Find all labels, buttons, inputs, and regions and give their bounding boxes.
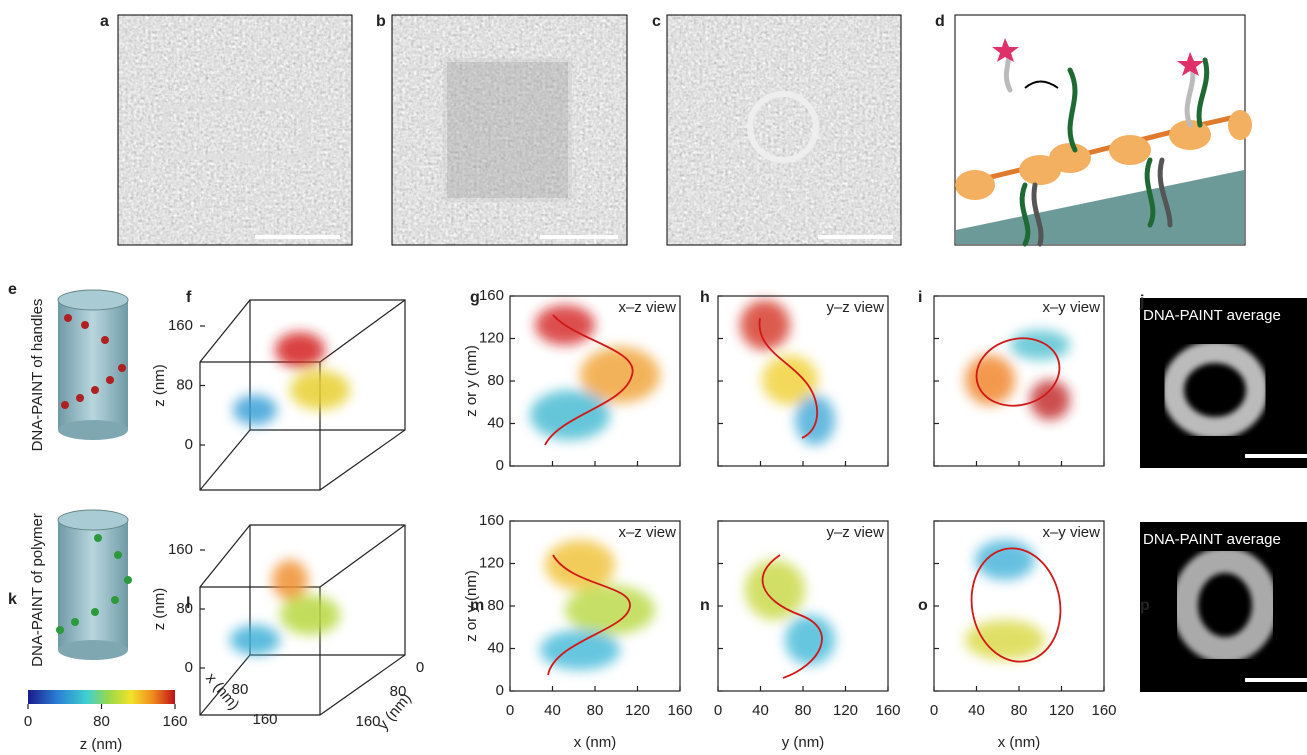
x-tick-label: 120 bbox=[1049, 702, 1074, 719]
colorbar-tick-label: 0 bbox=[24, 713, 32, 730]
z-axis-label: z (nm) bbox=[151, 588, 168, 631]
colorbar bbox=[28, 690, 175, 704]
figure: abcdefghijklmnopDNA-PAINT of handlesDNA-… bbox=[0, 0, 1307, 755]
x-axis-label: x (nm) bbox=[574, 734, 617, 751]
view-label: x–z view bbox=[618, 524, 676, 541]
y-tick-label: 40 bbox=[487, 639, 504, 656]
colorbar-tick-label: 160 bbox=[162, 713, 187, 730]
y-tick-label: 120 bbox=[479, 554, 504, 571]
cylinder-k bbox=[56, 510, 132, 660]
view-label: x–y view bbox=[1042, 299, 1100, 316]
image-caption: DNA-PAINT average bbox=[1143, 531, 1281, 548]
image-caption: DNA-PAINT average bbox=[1143, 307, 1281, 324]
panel-label: b bbox=[376, 13, 386, 30]
panel-label: e bbox=[8, 281, 17, 298]
z-axis-label: z (nm) bbox=[151, 364, 168, 407]
view-label: x–z view bbox=[618, 299, 676, 316]
panel-label: k bbox=[8, 591, 17, 608]
panel-label: c bbox=[652, 13, 661, 30]
x-tick-label: 80 bbox=[1011, 702, 1028, 719]
em-image-a bbox=[118, 15, 352, 245]
y-axis-label: z or y (nm) bbox=[463, 570, 480, 642]
x-axis-label: x (nm) bbox=[998, 734, 1041, 751]
y-tick-label: 80 bbox=[487, 372, 504, 389]
z-tick-label: 0 bbox=[185, 436, 193, 453]
panel-label: f bbox=[186, 289, 192, 306]
x-tick-label: 40 bbox=[968, 702, 985, 719]
panel-label: h bbox=[700, 289, 710, 306]
plot-frame bbox=[718, 521, 888, 691]
x-tick-label: 160 bbox=[667, 702, 692, 719]
panel-label: i bbox=[918, 289, 922, 306]
x-axis-label: y (nm) bbox=[782, 734, 825, 751]
x-tick-label: 160 bbox=[252, 711, 277, 728]
x-tick-label: 40 bbox=[544, 702, 561, 719]
em-image-b bbox=[392, 15, 627, 245]
side-label: DNA-PAINT of handles bbox=[29, 299, 46, 452]
colorbar-label: z (nm) bbox=[80, 736, 123, 753]
z-tick-label: 80 bbox=[176, 376, 193, 393]
x-tick-label: 0 bbox=[930, 702, 938, 719]
panel-label: p bbox=[1140, 597, 1150, 614]
x-tick-label: 120 bbox=[625, 702, 650, 719]
z-tick-label: 160 bbox=[168, 541, 193, 558]
panel-label: a bbox=[100, 13, 109, 30]
cylinder-e bbox=[58, 290, 128, 440]
z-tick-label: 80 bbox=[176, 600, 193, 617]
cube-clouds bbox=[230, 332, 350, 655]
x-tick-label: 160 bbox=[875, 702, 900, 719]
x-tick-label: 0 bbox=[714, 702, 722, 719]
view-label: x–y view bbox=[1042, 524, 1100, 541]
y-tick-label: 160 bbox=[479, 287, 504, 304]
z-tick-label: 160 bbox=[168, 317, 193, 334]
panel-label: n bbox=[700, 597, 710, 614]
view-label: y–z view bbox=[826, 299, 884, 316]
x-tick-label: 80 bbox=[795, 702, 812, 719]
y-axis-label: z or y (nm) bbox=[463, 345, 480, 417]
panel-label: d bbox=[935, 13, 945, 30]
panel-label: o bbox=[918, 597, 928, 614]
y-tick-label: 80 bbox=[487, 597, 504, 614]
em-image-c bbox=[667, 15, 901, 245]
x-tick-label: 160 bbox=[1091, 702, 1116, 719]
y-tick-label: 0 bbox=[496, 457, 504, 474]
plot-frame bbox=[934, 296, 1104, 466]
y-tick-label: 0 bbox=[496, 682, 504, 699]
y-tick-label: 160 bbox=[479, 512, 504, 529]
x-tick-label: 40 bbox=[752, 702, 769, 719]
y-tick-label: 0 bbox=[416, 659, 424, 676]
colorbar-tick-label: 80 bbox=[93, 713, 110, 730]
side-label: DNA-PAINT of polymer bbox=[29, 513, 46, 667]
y-tick-label: 120 bbox=[479, 329, 504, 346]
view-label: y–z view bbox=[826, 524, 884, 541]
x-tick-label: 120 bbox=[833, 702, 858, 719]
y-tick-label: 40 bbox=[487, 414, 504, 431]
x-tick-label: 0 bbox=[506, 702, 514, 719]
schematic-d bbox=[955, 15, 1252, 245]
x-tick-label: 80 bbox=[587, 702, 604, 719]
z-tick-label: 0 bbox=[185, 659, 193, 676]
